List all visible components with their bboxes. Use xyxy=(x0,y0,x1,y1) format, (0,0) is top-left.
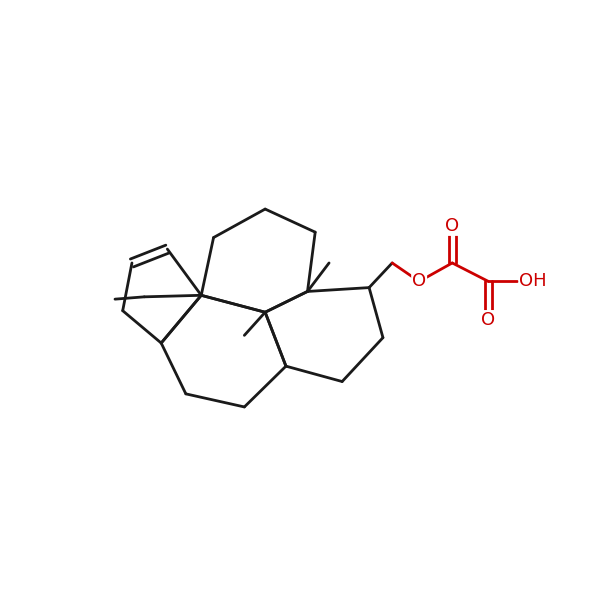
Text: OH: OH xyxy=(519,272,547,290)
Text: O: O xyxy=(481,311,496,329)
Text: O: O xyxy=(412,272,426,290)
Text: O: O xyxy=(445,217,460,235)
